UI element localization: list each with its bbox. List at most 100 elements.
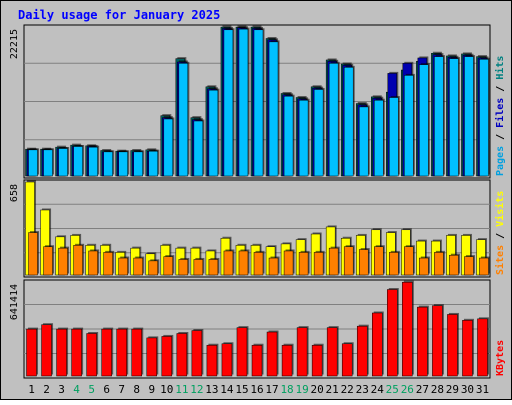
x-tick-label-day-29: 29 xyxy=(446,383,459,396)
bar-sites-day-17 xyxy=(268,257,279,276)
x-tick-label-day-10: 10 xyxy=(160,383,173,396)
bar-pages-day-31 xyxy=(479,59,489,177)
panel-hits-legend: Pages / Files / Hits xyxy=(494,56,506,176)
bar-pages-day-14 xyxy=(223,29,234,177)
x-tick-label-day-28: 28 xyxy=(431,383,444,396)
bar-kbytes-day-9 xyxy=(146,337,158,377)
bar-pages-day-19 xyxy=(298,99,309,177)
x-tick-label-day-14: 14 xyxy=(220,383,234,396)
bar-sites-day-10 xyxy=(163,256,174,276)
bar-pages-day-25 xyxy=(389,97,399,177)
bar-sites-day-14 xyxy=(223,250,234,276)
bar-pages-day-18 xyxy=(283,95,294,177)
bar-kbytes-day-25 xyxy=(387,289,398,377)
bar-kbytes-day-4 xyxy=(71,328,82,377)
bar-pages-day-20 xyxy=(313,89,324,177)
bar-kbytes-day-11 xyxy=(176,333,188,377)
panel-visits-max-label: 658 xyxy=(9,184,20,202)
bar-kbytes-day-24 xyxy=(372,312,383,377)
bar-kbytes-day-10 xyxy=(161,336,173,377)
bar-kbytes-day-1 xyxy=(26,328,37,377)
bar-sites-day-21 xyxy=(328,247,339,276)
bar-sites-day-22 xyxy=(343,246,354,276)
x-axis-labels: 1 2 3 4 5 6 7 8 9 10 11 12 13 14 15 16 17 18 19 20 21 22 23 24 2… xyxy=(28,383,489,396)
x-tick-label-day-13: 13 xyxy=(205,383,218,396)
panel-kbytes-legend: KBytes xyxy=(495,340,506,376)
bar-sites-day-23 xyxy=(358,249,369,276)
bar-sites-day-13 xyxy=(208,259,219,276)
bar-kbytes-day-2 xyxy=(41,324,52,377)
bar-kbytes-day-14 xyxy=(221,343,233,377)
x-tick-label-day-24: 24 xyxy=(371,383,385,396)
panel-hits-max-label: 22215 xyxy=(9,29,20,59)
x-tick-label-day-22: 22 xyxy=(341,383,354,396)
legend-separator: / xyxy=(495,227,506,245)
legend-item-kbytes: KBytes xyxy=(495,340,506,376)
x-tick-label-day-19: 19 xyxy=(295,383,308,396)
bar-kbytes-day-16 xyxy=(251,344,263,377)
x-tick-label-day-7: 7 xyxy=(118,383,125,396)
x-tick-label-day-8: 8 xyxy=(133,383,140,396)
bar-kbytes-day-17 xyxy=(266,331,278,377)
bar-pages-day-29 xyxy=(449,58,459,177)
bar-kbytes-day-20 xyxy=(311,344,323,377)
bar-sites-day-2 xyxy=(43,246,53,276)
bar-kbytes-day-27 xyxy=(417,306,428,377)
bar-sites-day-30 xyxy=(464,256,474,276)
bar-kbytes-day-22 xyxy=(341,343,353,377)
bar-pages-day-3 xyxy=(58,148,68,177)
chart-title: Daily usage for January 2025 xyxy=(18,8,220,22)
bar-pages-day-8 xyxy=(133,151,143,177)
bar-sites-day-28 xyxy=(434,252,444,276)
bar-pages-day-13 xyxy=(208,89,219,177)
bar-sites-day-7 xyxy=(118,257,128,276)
bar-sites-day-1 xyxy=(28,232,38,276)
bar-pages-day-5 xyxy=(88,146,98,177)
bar-sites-day-29 xyxy=(449,254,459,276)
bar-pages-day-12 xyxy=(193,120,204,177)
bar-kbytes-day-21 xyxy=(326,327,338,377)
bar-kbytes-day-6 xyxy=(101,328,112,377)
bar-kbytes-day-26 xyxy=(402,281,413,377)
bar-kbytes-day-15 xyxy=(236,327,248,377)
x-tick-label-day-16: 16 xyxy=(250,383,263,396)
x-tick-label-day-30: 30 xyxy=(461,383,474,396)
bar-kbytes-day-18 xyxy=(281,344,293,377)
bar-pages-day-17 xyxy=(268,41,279,177)
x-tick-label-day-21: 21 xyxy=(326,383,339,396)
bar-pages-day-23 xyxy=(358,106,369,177)
bar-sites-day-25 xyxy=(389,252,399,276)
bar-sites-day-3 xyxy=(58,247,68,276)
panels: 22215 Pages / Files / Hits 658 Sites / Visi… xyxy=(9,24,506,379)
bar-sites-day-9 xyxy=(148,260,159,276)
bar-sites-day-18 xyxy=(283,250,294,276)
bar-pages-day-21 xyxy=(328,63,339,177)
bar-pages-day-9 xyxy=(148,150,159,177)
bar-pages-day-2 xyxy=(43,149,53,177)
bar-sites-day-19 xyxy=(298,252,309,276)
legend-item-hits: Hits xyxy=(494,56,506,80)
panel-visits-legend: Sites / Visits xyxy=(494,191,506,275)
x-tick-label-day-9: 9 xyxy=(148,383,155,396)
x-tick-label-day-4: 4 xyxy=(73,383,80,396)
bar-pages-day-26 xyxy=(404,75,414,177)
bar-kbytes-day-28 xyxy=(432,305,443,377)
x-tick-label-day-1: 1 xyxy=(28,383,35,396)
bar-pages-day-16 xyxy=(253,29,264,177)
legend-item-visits: Visits xyxy=(494,191,506,227)
bar-kbytes-day-30 xyxy=(462,320,473,377)
bar-sites-day-26 xyxy=(404,246,414,276)
bar-kbytes-day-3 xyxy=(56,328,67,377)
legend-separator: / xyxy=(495,128,506,146)
x-tick-label-day-26: 26 xyxy=(401,383,414,396)
bar-pages-day-22 xyxy=(343,67,354,177)
bar-pages-day-6 xyxy=(103,151,113,177)
legend-item-sites: Sites xyxy=(494,245,506,275)
x-tick-label-day-5: 5 xyxy=(88,383,95,396)
legend-separator: / xyxy=(495,80,506,98)
bar-pages-day-24 xyxy=(374,99,384,177)
bar-sites-day-12 xyxy=(193,259,204,276)
bar-kbytes-day-5 xyxy=(86,333,97,377)
bar-kbytes-day-8 xyxy=(131,328,142,377)
